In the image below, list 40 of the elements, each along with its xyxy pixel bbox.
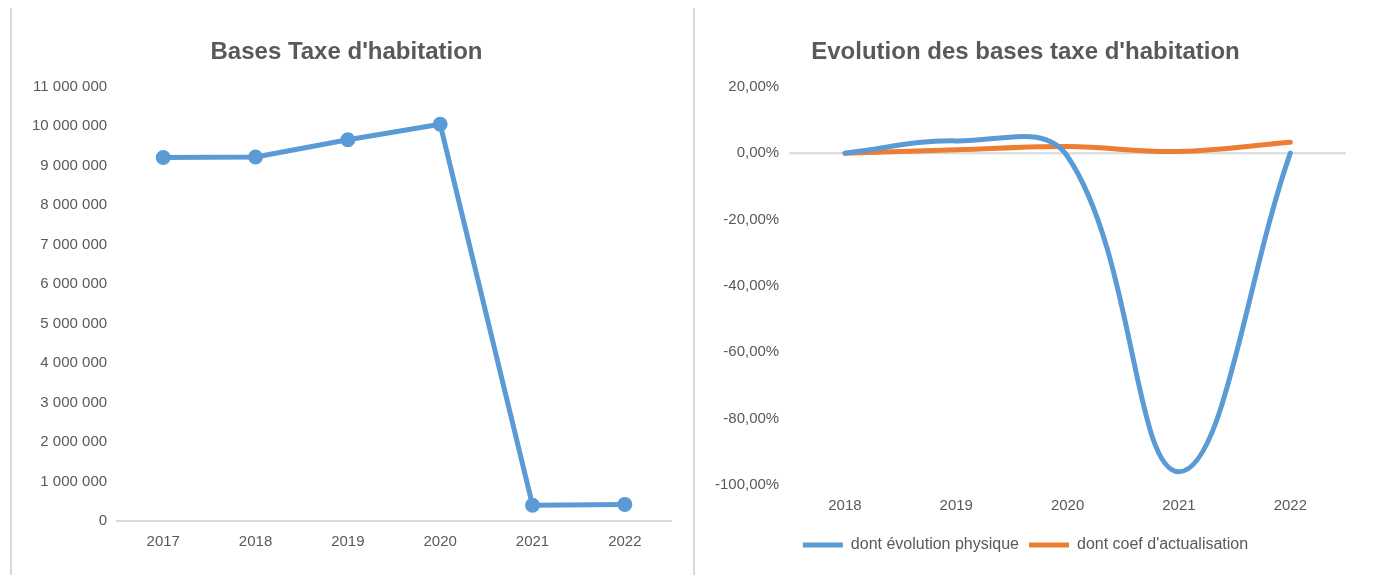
y-tick-label: -60,00% — [723, 342, 780, 360]
x-tick-label: 2019 — [939, 496, 973, 514]
y-tick-label: 11 000 000 — [33, 76, 108, 94]
y-tick-label: -80,00% — [723, 408, 780, 426]
y-tick-label: 7 000 000 — [40, 234, 108, 252]
x-tick-label: 2021 — [515, 532, 550, 550]
y-tick-label: 1 000 000 — [40, 471, 108, 489]
legend-label: dont évolution physique — [850, 535, 1020, 553]
point — [617, 496, 633, 512]
y-tick-label: 0 — [98, 511, 108, 529]
x-tick-label: 2017 — [146, 532, 180, 550]
y-tick-label: -40,00% — [723, 276, 780, 294]
point — [525, 497, 541, 513]
x-tick-label: 2018 — [238, 532, 273, 550]
y-tick-label: 10 000 000 — [32, 116, 108, 134]
legend-label: dont coef d'actualisation — [1076, 535, 1249, 553]
y-tick-label: 20,00% — [728, 76, 780, 94]
y-tick-label: 8 000 000 — [40, 195, 108, 213]
y-tick-label: 5 000 000 — [40, 313, 108, 331]
point — [432, 116, 448, 132]
y-tick-label: 4 000 000 — [40, 353, 108, 371]
y-tick-label: 3 000 000 — [40, 392, 108, 410]
x-tick-label: 2019 — [331, 532, 365, 550]
chart-title: Bases Taxe d'habitation — [210, 37, 483, 65]
x-tick-label: 2022 — [1273, 496, 1308, 514]
x-tick-label: 2018 — [828, 496, 862, 514]
point — [155, 149, 171, 165]
y-tick-label: -100,00% — [714, 475, 780, 493]
x-tick-label: 2021 — [1162, 496, 1196, 514]
point — [340, 132, 356, 148]
y-tick-label: 2 000 000 — [40, 432, 108, 450]
x-tick-label: 2020 — [1050, 496, 1085, 514]
x-tick-label: 2022 — [608, 532, 642, 550]
x-tick-label: 2020 — [423, 532, 457, 550]
y-tick-label: -20,00% — [723, 209, 780, 227]
y-tick-label: 9 000 000 — [40, 155, 108, 173]
point — [248, 149, 264, 165]
y-tick-label: 0,00% — [736, 143, 780, 161]
y-tick-label: 6 000 000 — [40, 274, 108, 292]
chart-title: Evolution des bases taxe d'habitation — [811, 37, 1240, 65]
